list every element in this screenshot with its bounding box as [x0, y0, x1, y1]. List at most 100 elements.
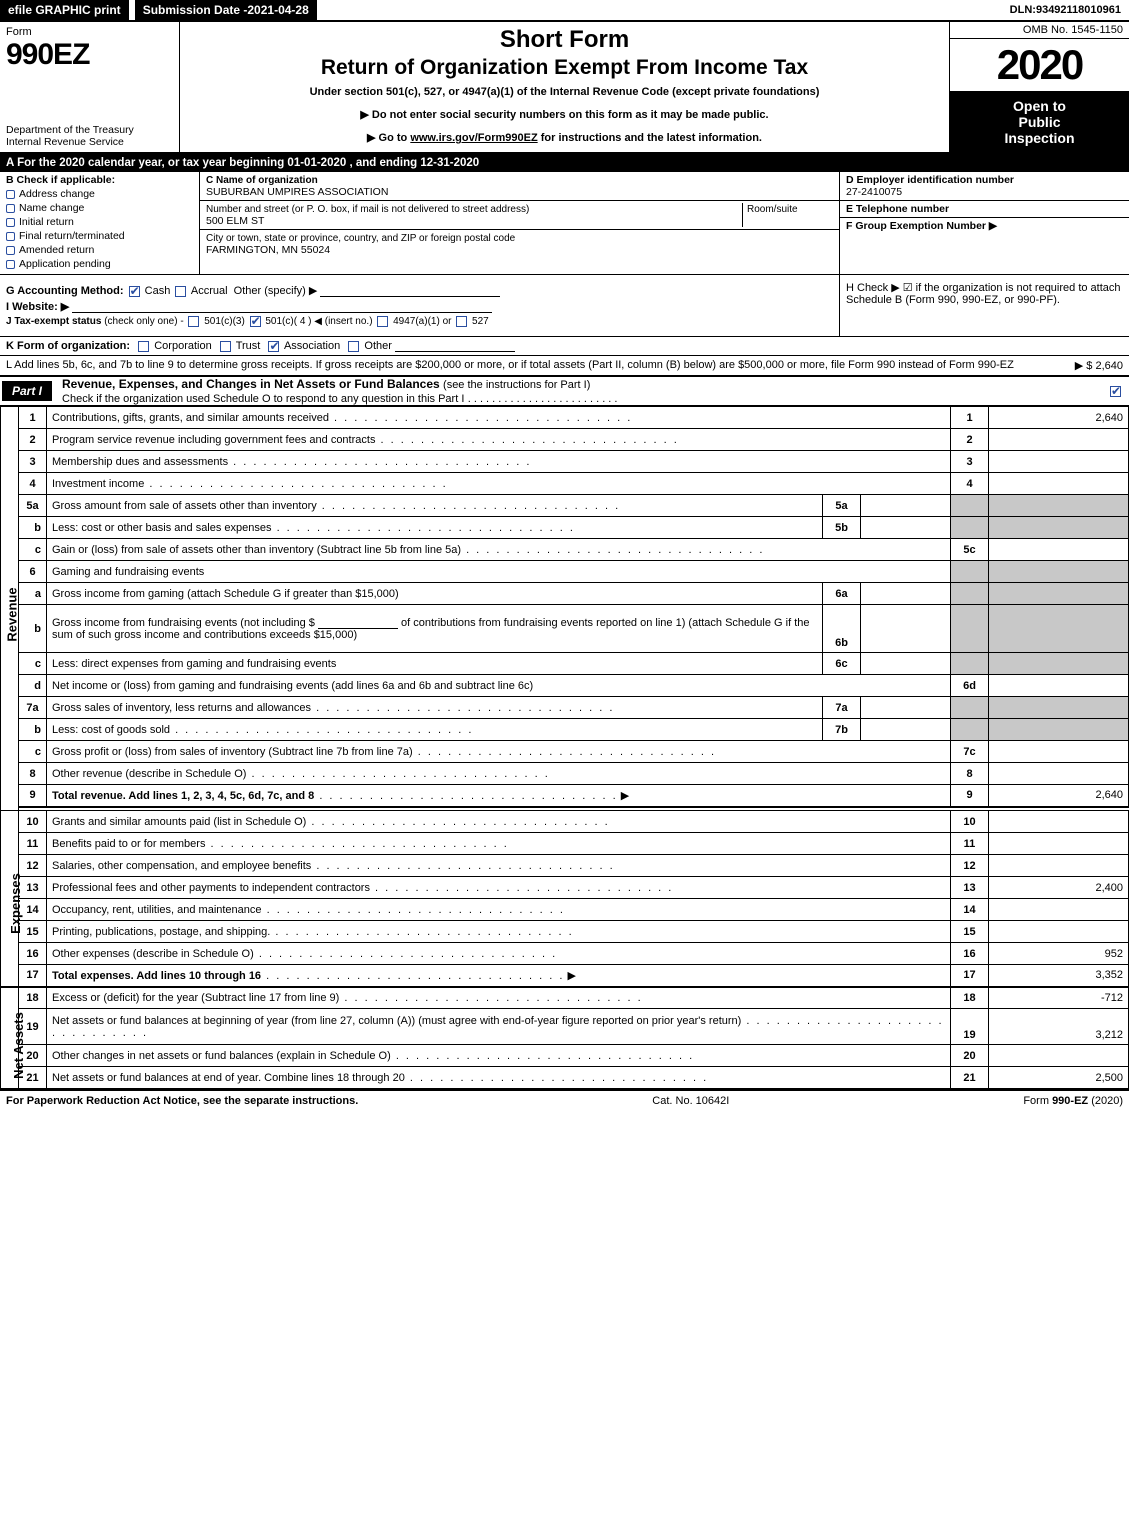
line13-desc-text: Professional fees and other payments to … [52, 882, 370, 894]
line20-colnum: 20 [951, 1045, 989, 1067]
chk-application-pending-label: Application pending [19, 258, 111, 270]
line15-desc: Printing, publications, postage, and shi… [47, 921, 951, 943]
line4-desc-text: Investment income [52, 478, 144, 490]
page-footer: For Paperwork Reduction Act Notice, see … [0, 1089, 1129, 1111]
line18-num: 18 [19, 987, 47, 1009]
goto-pre: ▶ Go to [367, 132, 410, 144]
line5b-grey1 [951, 517, 989, 539]
line7a-desc: Gross sales of inventory, less returns a… [47, 697, 823, 719]
efile-print[interactable]: efile GRAPHIC print [0, 0, 129, 20]
line-20: 20 Other changes in net assets or fund b… [1, 1045, 1129, 1067]
form-number: 990EZ [6, 38, 173, 72]
line4-desc: Investment income [47, 473, 951, 495]
cash-checkbox[interactable] [129, 286, 140, 297]
f-label: F Group Exemption Number ▶ [846, 220, 997, 232]
line18-desc-text: Excess or (deficit) for the year (Subtra… [52, 992, 339, 1004]
line-4: 4 Investment income 4 [1, 473, 1129, 495]
checkbox-icon [6, 190, 15, 199]
line6d-desc: Net income or (loss) from gaming and fun… [47, 675, 951, 697]
line-3: 3 Membership dues and assessments 3 [1, 451, 1129, 473]
j-note: (check only one) - [104, 316, 186, 327]
line7c-num: c [19, 741, 47, 763]
submission-date: Submission Date - 2021-04-28 [135, 0, 317, 20]
line-7a: 7a Gross sales of inventory, less return… [1, 697, 1129, 719]
dept-treasury: Department of the Treasury [6, 124, 173, 136]
line20-desc-text: Other changes in net assets or fund bala… [52, 1050, 391, 1062]
line3-desc: Membership dues and assessments [47, 451, 951, 473]
dln-value: 93492118010961 [1036, 4, 1121, 16]
chk-address-change-label: Address change [19, 188, 95, 200]
j-501c3-checkbox[interactable] [188, 316, 199, 327]
line6b-grey1 [951, 605, 989, 653]
line2-colnum: 2 [951, 429, 989, 451]
chk-name-change[interactable]: Name change [6, 202, 193, 214]
line6b-desc1: Gross income from fundraising events (no… [52, 617, 315, 629]
line16-num: 16 [19, 943, 47, 965]
website-input[interactable] [72, 301, 492, 313]
line8-colnum: 8 [951, 763, 989, 785]
j-501c-checkbox[interactable] [250, 316, 261, 327]
line-14: 14 Occupancy, rent, utilities, and maint… [1, 899, 1129, 921]
chk-application-pending[interactable]: Application pending [6, 258, 193, 270]
part1-header: Part I Revenue, Expenses, and Changes in… [0, 376, 1129, 406]
expenses-sidelabel: Expenses [1, 811, 19, 987]
line6c-grey1 [951, 653, 989, 675]
chk-amended-return[interactable]: Amended return [6, 244, 193, 256]
line-6b: b Gross income from fundraising events (… [1, 605, 1129, 653]
line7a-inval [861, 697, 951, 719]
line21-colnum: 21 [951, 1067, 989, 1089]
other-specify-input[interactable] [320, 285, 500, 297]
line10-val [989, 811, 1129, 833]
submission-date-value: 2021-04-28 [247, 3, 308, 17]
line7c-desc: Gross profit or (loss) from sales of inv… [47, 741, 951, 763]
line-9: 9 Total revenue. Add lines 1, 2, 3, 4, 5… [1, 785, 1129, 807]
chk-initial-return-label: Initial return [19, 216, 74, 228]
k-corp-checkbox[interactable] [138, 341, 149, 352]
l-gross-receipts: L Add lines 5b, 6c, and 7b to line 9 to … [0, 356, 1129, 376]
tax-exempt-status: J Tax-exempt status (check only one) - 5… [6, 316, 833, 327]
line7b-desc: Less: cost of goods sold [47, 719, 823, 741]
paperwork-notice: For Paperwork Reduction Act Notice, see … [6, 1095, 358, 1107]
k-trust-checkbox[interactable] [220, 341, 231, 352]
line5a-desc: Gross amount from sale of assets other t… [47, 495, 823, 517]
j-527-checkbox[interactable] [456, 316, 467, 327]
irs-link[interactable]: www.irs.gov/Form990EZ [410, 132, 537, 144]
ghij-block: G Accounting Method: Cash Accrual Other … [0, 275, 1129, 337]
submission-date-label: Submission Date - [143, 3, 248, 17]
cat-no: Cat. No. 10642I [358, 1095, 1023, 1107]
c-label: C Name of organization [206, 175, 318, 186]
line6c-desc: Less: direct expenses from gaming and fu… [47, 653, 823, 675]
line-10: Expenses 10 Grants and similar amounts p… [1, 811, 1129, 833]
line4-num: 4 [19, 473, 47, 495]
j-label: J Tax-exempt status [6, 316, 101, 327]
chk-address-change[interactable]: Address change [6, 188, 193, 200]
j-4947-checkbox[interactable] [377, 316, 388, 327]
line8-desc-text: Other revenue (describe in Schedule O) [52, 768, 246, 780]
line21-desc: Net assets or fund balances at end of ye… [47, 1067, 951, 1089]
part1-checkbox[interactable] [1110, 386, 1121, 397]
phone-cell: E Telephone number [840, 201, 1129, 218]
line17-arrow: ▶ [568, 970, 576, 982]
line9-desc: Total revenue. Add lines 1, 2, 3, 4, 5c,… [47, 785, 951, 807]
chk-initial-return[interactable]: Initial return [6, 216, 193, 228]
accrual-checkbox[interactable] [175, 286, 186, 297]
line6b-innum: 6b [823, 605, 861, 653]
line6a-grey2 [989, 583, 1129, 605]
checkbox-icon [6, 218, 15, 227]
chk-final-return[interactable]: Final return/terminated [6, 230, 193, 242]
line7b-num: b [19, 719, 47, 741]
line9-colnum: 9 [951, 785, 989, 807]
part1-check [1108, 385, 1129, 397]
line8-desc: Other revenue (describe in Schedule O) [47, 763, 951, 785]
line11-colnum: 11 [951, 833, 989, 855]
g-label: G Accounting Method: [6, 285, 124, 297]
line6b-amount-input[interactable] [318, 617, 398, 629]
k-label: K Form of organization: [6, 340, 130, 352]
city-state-zip: FARMINGTON, MN 55024 [206, 244, 330, 256]
k-other-checkbox[interactable] [348, 341, 359, 352]
line9-desc-text: Total revenue. Add lines 1, 2, 3, 4, 5c,… [52, 790, 314, 802]
k-other-input[interactable] [395, 340, 515, 352]
line6a-num: a [19, 583, 47, 605]
line15-val [989, 921, 1129, 943]
k-assoc-checkbox[interactable] [268, 341, 279, 352]
